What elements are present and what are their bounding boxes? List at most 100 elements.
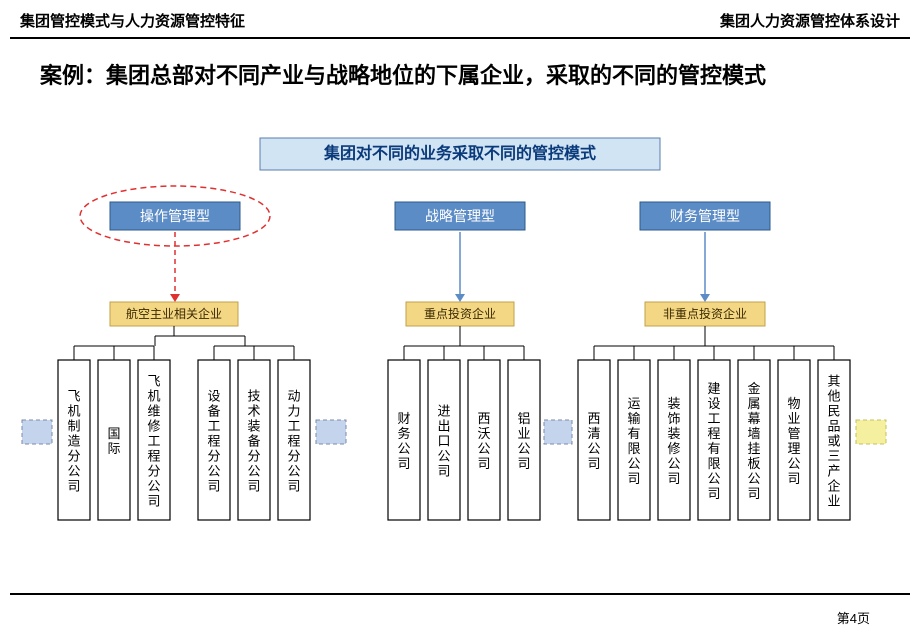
svg-text:分: 分 (287, 449, 300, 464)
svg-text:技: 技 (247, 389, 260, 404)
svg-text:口: 口 (437, 434, 450, 449)
svg-text:属: 属 (747, 396, 760, 411)
svg-text:动: 动 (287, 389, 300, 404)
svg-text:财务管理型: 财务管理型 (670, 208, 740, 224)
svg-text:沃: 沃 (477, 426, 490, 441)
svg-text:财: 财 (397, 411, 410, 426)
svg-text:建: 建 (707, 381, 720, 396)
svg-text:挂: 挂 (747, 441, 760, 456)
svg-text:程: 程 (207, 434, 220, 449)
svg-text:操作管理型: 操作管理型 (140, 208, 210, 224)
svg-text:设: 设 (207, 389, 220, 404)
svg-text:重点投资企业: 重点投资企业 (424, 306, 496, 321)
svg-text:业: 业 (827, 494, 840, 509)
svg-text:司: 司 (67, 479, 80, 494)
svg-text:装: 装 (247, 419, 260, 434)
case-title: 案例：集团总部对不同产业与战略地位的下属企业，采取的不同的管控模式 (0, 39, 920, 100)
svg-text:公: 公 (207, 464, 220, 479)
svg-text:司: 司 (397, 456, 410, 471)
page-number: 第4页 (837, 608, 870, 627)
svg-text:公: 公 (747, 471, 760, 486)
svg-text:备: 备 (207, 404, 220, 419)
svg-text:限: 限 (707, 456, 720, 471)
svg-text:限: 限 (627, 441, 640, 456)
svg-text:际: 际 (107, 441, 120, 456)
svg-text:程: 程 (287, 434, 300, 449)
svg-text:装: 装 (667, 396, 680, 411)
svg-text:理: 理 (787, 441, 800, 456)
svg-text:国: 国 (107, 426, 120, 441)
svg-text:维: 维 (147, 404, 160, 419)
svg-text:公: 公 (247, 464, 260, 479)
svg-text:有: 有 (707, 441, 720, 456)
svg-text:非重点投资企业: 非重点投资企业 (663, 306, 747, 321)
org-diagram: 集团对不同的业务采取不同的管控模式操作管理型 战略管理型 财务管理型航空主业相关企业… (0, 100, 920, 580)
svg-text:分: 分 (207, 449, 220, 464)
svg-text:公: 公 (517, 441, 530, 456)
svg-text:制: 制 (67, 419, 80, 434)
svg-text:飞: 飞 (147, 374, 160, 389)
svg-text:物: 物 (787, 396, 800, 411)
svg-text:民: 民 (827, 404, 840, 419)
svg-text:业: 业 (517, 426, 530, 441)
svg-text:运: 运 (627, 396, 640, 411)
svg-text:他: 他 (827, 389, 840, 404)
svg-text:工: 工 (207, 419, 220, 434)
svg-text:司: 司 (147, 494, 160, 509)
svg-text:司: 司 (667, 471, 680, 486)
svg-text:务: 务 (397, 426, 410, 441)
svg-text:分: 分 (247, 449, 260, 464)
slide-header: 集团管控模式与人力资源管控特征 集团人力资源管控体系设计 (0, 0, 920, 37)
svg-text:公: 公 (397, 441, 410, 456)
svg-text:工: 工 (147, 434, 160, 449)
svg-text:铝: 铝 (517, 411, 530, 426)
svg-text:分: 分 (67, 449, 80, 464)
svg-text:司: 司 (627, 471, 640, 486)
svg-text:司: 司 (477, 456, 490, 471)
svg-text:司: 司 (207, 479, 220, 494)
svg-text:术: 术 (247, 404, 260, 419)
header-right: 集团人力资源管控体系设计 (720, 10, 900, 31)
svg-text:公: 公 (627, 456, 640, 471)
svg-text:三: 三 (827, 449, 840, 464)
header-left: 集团管控模式与人力资源管控特征 (20, 10, 245, 31)
svg-text:清: 清 (587, 426, 600, 441)
svg-text:集团对不同的业务采取不同的管控模式: 集团对不同的业务采取不同的管控模式 (323, 144, 596, 163)
svg-text:进: 进 (437, 404, 450, 419)
svg-text:战略管理型: 战略管理型 (425, 208, 495, 224)
svg-text:修: 修 (667, 441, 680, 456)
svg-text:有: 有 (627, 426, 640, 441)
svg-text:西: 西 (477, 411, 490, 426)
svg-text:西: 西 (587, 411, 600, 426)
svg-text:程: 程 (147, 449, 160, 464)
svg-text:金: 金 (747, 381, 760, 396)
svg-text:公: 公 (147, 479, 160, 494)
svg-text:装: 装 (667, 426, 680, 441)
svg-text:业: 业 (787, 411, 800, 426)
svg-text:飞: 飞 (67, 389, 80, 404)
svg-text:墙: 墙 (747, 426, 760, 441)
svg-text:司: 司 (747, 486, 760, 501)
svg-text:司: 司 (707, 486, 720, 501)
svg-text:司: 司 (517, 456, 530, 471)
svg-text:公: 公 (67, 464, 80, 479)
svg-text:饰: 饰 (667, 411, 680, 426)
svg-text:企: 企 (827, 479, 840, 494)
svg-text:设: 设 (707, 396, 720, 411)
svg-text:司: 司 (247, 479, 260, 494)
svg-text:分: 分 (147, 464, 160, 479)
svg-text:工: 工 (287, 419, 300, 434)
svg-text:司: 司 (287, 479, 300, 494)
svg-text:工: 工 (707, 411, 720, 426)
svg-text:出: 出 (437, 419, 450, 434)
footer-rule (10, 593, 910, 595)
svg-text:幕: 幕 (747, 411, 760, 426)
svg-text:修: 修 (147, 419, 160, 434)
svg-text:公: 公 (587, 441, 600, 456)
svg-text:产: 产 (827, 464, 840, 479)
svg-text:机: 机 (67, 404, 80, 419)
svg-text:司: 司 (787, 471, 800, 486)
svg-text:品: 品 (827, 419, 840, 434)
svg-text:备: 备 (247, 434, 260, 449)
svg-text:航空主业相关企业: 航空主业相关企业 (126, 306, 222, 321)
